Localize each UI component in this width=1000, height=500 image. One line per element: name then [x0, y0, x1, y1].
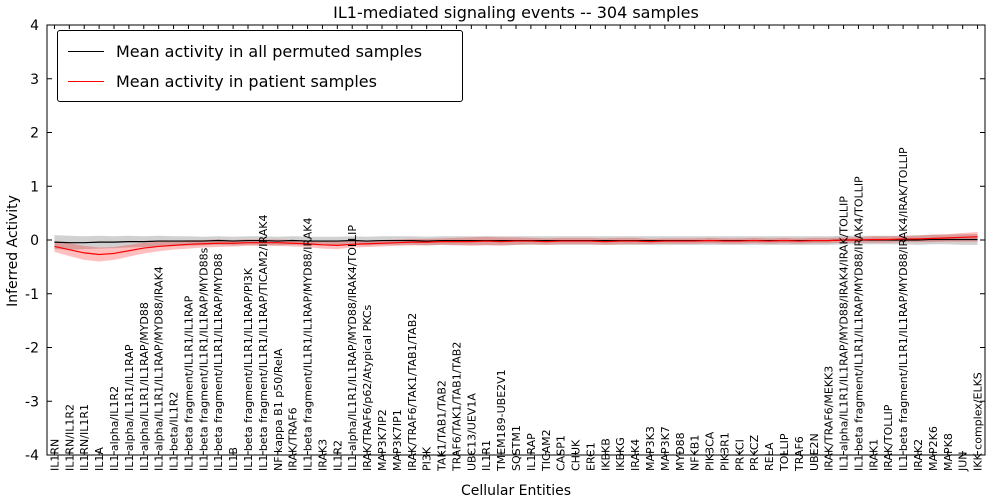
y-tick-label: 2 [30, 126, 39, 142]
x-tick-label: IRAK/TRAF6/p62/Atypical PKCs [361, 304, 374, 471]
x-tick-label: PRKCI [733, 439, 746, 471]
legend-label-patient: Mean activity in patient samples [116, 71, 377, 91]
y-tick-label: -3 [25, 394, 39, 410]
x-tick-label: MAP3K7 [659, 426, 672, 471]
x-tick-label: TICAM2 [540, 429, 553, 472]
x-tick-label: IL1 beta fragment/IL1R1/IL1RAP/MYD88/IRA… [852, 176, 865, 471]
x-tick-label: IL1A [93, 447, 106, 471]
x-tick-label: NF kappa B1 p50/RelA [272, 348, 285, 471]
x-tick-label: MYD88 [674, 432, 687, 471]
x-tick-label: IL1RAP [525, 433, 538, 471]
x-tick-label: TRAF6/TAK1/TAB1/TAB2 [450, 342, 463, 472]
x-tick-label: IL1 alpha/IL1R1/IL1RAP/MYD88/IRAK4/IRAK/… [838, 196, 851, 471]
legend-item-permuted: Mean activity in all permuted samples [68, 36, 422, 66]
legend-line-black [68, 50, 104, 52]
x-tick-label: IRAK/TRAF6/TAK1/TAB1/TAB2 [406, 313, 419, 471]
x-tick-label: IL1RN/IL1R2 [63, 404, 76, 471]
x-tick-label: IL1RN [48, 439, 61, 471]
x-tick-label: MAPK8 [942, 433, 955, 471]
patient-band [54, 231, 978, 262]
legend-line-red [68, 80, 104, 82]
x-tick-label: IL1 alpha/IL1R1/IL1RAP [123, 344, 136, 471]
y-tick-label: 1 [30, 179, 39, 195]
x-tick-label: IL1RN/IL1R1 [78, 404, 91, 471]
patient-line [54, 236, 978, 256]
y-tick-label: -1 [25, 287, 39, 303]
x-tick-label: PRKCZ [748, 434, 761, 471]
x-tick-label: IRAK/TRAF6/MEKK3 [823, 366, 836, 471]
legend: Mean activity in all permuted samples Me… [57, 30, 464, 102]
y-tick-label: -4 [25, 448, 39, 464]
x-tick-label: IRAK/TRAF6 [287, 407, 300, 471]
x-tick-label: IL1 beta fragment/IL1R1/IL1RAP/MYD88 [212, 253, 225, 471]
y-tick-label: 0 [30, 233, 39, 249]
x-tick-label: IL1 beta/IL1R2 [168, 392, 181, 471]
x-tick-label: IL1 beta fragment/IL1R1/IL1RAP/MYD88/IRA… [302, 218, 315, 471]
x-tick-label: RELA [763, 442, 776, 471]
x-tick-label: IL1 alpha/IL1R2 [108, 386, 121, 471]
chart-title: IL1-mediated signaling events -- 304 sam… [333, 3, 699, 22]
x-tick-label: IL1 alpha/IL1R1/IL1RAP/MYD88 [138, 302, 151, 471]
x-axis-label: Cellular Entities [460, 483, 572, 499]
x-tick-label: UBC13/UEV1A [465, 393, 478, 471]
x-tick-label: PIK3CA [704, 431, 717, 471]
x-tick-label: SQSTM1 [510, 425, 523, 471]
x-tick-label: JUN [957, 451, 970, 472]
x-tick-label: CHUK [570, 439, 583, 471]
x-tick-label: NFKB1 [689, 435, 702, 471]
x-tick-label: PIK3R1 [718, 432, 731, 471]
x-tick-label: TAK1/TAB1/TAB2 [436, 380, 449, 472]
x-tick-label: IL1 beta fragment/IL1R1/IL1RAP [182, 295, 195, 471]
y-tick-label: -2 [25, 341, 39, 357]
x-tick-label: IKBKG [614, 437, 627, 471]
x-tick-label: IL1 beta fragment/IL1R1/IL1RAP/MYD88s [197, 247, 210, 471]
x-tick-label: IL1 beta fragment/IL1R1/IL1RAP/TICAM2/IR… [257, 215, 270, 471]
legend-label-permuted: Mean activity in all permuted samples [116, 41, 423, 61]
x-tick-label: IL1R2 [331, 440, 344, 471]
x-tick-label: IL1 beta fragment/IL1R1/IL1RAP/MYD88/IRA… [897, 147, 910, 471]
x-tick-label: MAP2K6 [927, 426, 940, 471]
x-tick-label: MAP3K7IP1 [391, 409, 404, 471]
x-tick-label: TOLLIP [778, 433, 791, 472]
x-tick-label: IL1B [227, 447, 240, 471]
permuted-band [54, 234, 978, 250]
legend-item-patient: Mean activity in patient samples [68, 66, 422, 96]
x-tick-label: MAP3K7IP2 [376, 409, 389, 471]
x-tick-label: IRAK4 [629, 439, 642, 471]
x-tick-label: PI3K [421, 446, 434, 471]
x-tick-label: TMEM189-UBE2V1 [495, 369, 508, 472]
x-tick-label: IKK complex/ELKS [972, 372, 985, 471]
x-tick-label: MAP3K3 [644, 426, 657, 471]
x-tick-label: ERC1 [584, 442, 597, 471]
x-tick-label: IRAK/TOLLIP [882, 404, 895, 471]
y-tick-label: 4 [30, 18, 39, 34]
x-tick-label: UBE2N [808, 433, 821, 471]
x-tick-label: IL1 alpha/IL1R1/IL1RAP/MYD88/IRAK4/TOLLI… [346, 225, 359, 471]
x-tick-label: CASP1 [555, 435, 568, 471]
x-tick-label: TRAF6 [793, 436, 806, 472]
y-tick-label: 3 [30, 72, 39, 88]
x-tick-label: IRAK2 [912, 439, 925, 471]
x-tick-label: IRAK3 [316, 439, 329, 471]
x-tick-label: IL1 beta fragment/IL1R1/IL1RAP/PI3K [242, 267, 255, 471]
x-tick-label: IKBKB [599, 438, 612, 471]
x-tick-label: IL1 alpha/IL1R1/IL1RAP/MYD88/IRAK4 [153, 266, 166, 471]
x-tick-label: IL1R1 [480, 440, 493, 471]
x-tick-label: IRAK1 [867, 439, 880, 471]
